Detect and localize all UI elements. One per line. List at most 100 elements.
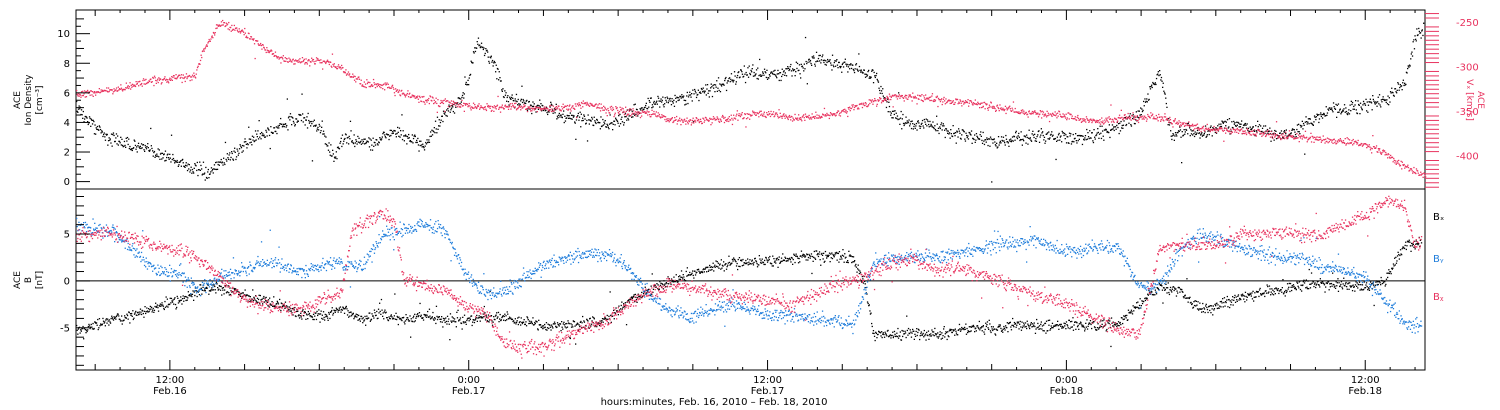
ion-density-series-point	[159, 153, 162, 155]
velocity-x-series-point	[933, 99, 935, 101]
ion-density-series-point	[81, 114, 83, 116]
ion-density-series-point	[781, 75, 783, 78]
velocity-x-series-point	[1267, 129, 1269, 131]
ion-density-series-point	[580, 113, 582, 115]
velocity-x-series-point	[1126, 117, 1129, 119]
velocity-x-series-point	[135, 81, 137, 83]
velocity-x-series-point	[382, 88, 384, 90]
bx-series-point	[82, 325, 84, 328]
velocity-x-series-point	[273, 55, 275, 57]
velocity-x-series-point	[460, 103, 462, 106]
velocity-x-series-point	[1091, 121, 1093, 124]
ion-density-series-point	[575, 138, 577, 140]
velocity-x-series-point	[510, 106, 513, 108]
velocity-x-series-point	[528, 106, 530, 109]
velocity-x-series-point	[522, 106, 524, 108]
bx-series-point	[187, 291, 189, 293]
velocity-x-series-point	[468, 102, 470, 105]
velocity-x-series-point	[1033, 111, 1035, 113]
ion-density-series-point	[378, 142, 380, 144]
velocity-x-series-point	[1134, 115, 1136, 117]
velocity-x-series-point	[721, 116, 723, 118]
velocity-x-series-point	[1074, 118, 1076, 120]
velocity-x-series-point	[904, 94, 907, 96]
ion-density-series-point	[1124, 117, 1126, 119]
bx-series-point	[272, 305, 274, 307]
ion-density-series-point	[105, 133, 107, 135]
velocity-x-series-point	[575, 105, 577, 107]
ion-density-series-point	[1087, 132, 1089, 134]
velocity-x-series-point	[664, 118, 666, 121]
ion-density-series-point	[1364, 103, 1366, 105]
ion-density-series-point	[699, 91, 701, 93]
velocity-x-series-point	[1092, 118, 1094, 120]
velocity-x-series-point	[778, 109, 780, 111]
ion-density-series-point	[486, 49, 488, 51]
velocity-x-series-point	[865, 103, 867, 105]
ion-density-series-point	[1036, 135, 1038, 138]
bx-series-point	[288, 306, 291, 308]
bx-series-point	[150, 308, 152, 310]
velocity-x-series-point	[964, 102, 966, 104]
velocity-x-series-point	[902, 97, 905, 99]
velocity-x-series-point	[708, 120, 710, 122]
velocity-x-series-point	[1141, 118, 1143, 120]
ion-density-series-point	[814, 65, 816, 67]
ion-density-series-point	[944, 136, 946, 139]
ion-density-series-point	[1168, 117, 1170, 120]
bx-series-point	[166, 305, 168, 307]
bx-series-point	[307, 318, 309, 320]
velocity-x-series-point	[923, 95, 925, 97]
velocity-x-series-point	[485, 109, 488, 112]
velocity-x-series-point	[670, 118, 672, 120]
velocity-x-series-point	[1409, 169, 1411, 172]
ion-density-series-point	[313, 125, 315, 127]
velocity-x-series-point	[240, 31, 242, 33]
ion-density-series-point	[419, 140, 421, 142]
velocity-x-series-point	[1188, 121, 1190, 123]
ion-density-series-point	[232, 158, 234, 160]
velocity-x-series-point	[1104, 119, 1106, 121]
ion-density-series-point	[911, 120, 913, 122]
velocity-x-series-point	[349, 73, 351, 75]
ion-density-series-point	[1105, 129, 1107, 131]
bx-series-point	[348, 311, 350, 314]
magnetic-field-panel: -505 ACE B [nT] Bₓ Bᵧ Bᵪ	[13, 188, 1444, 371]
ion-density-series-point	[757, 67, 759, 69]
velocity-x-series-point	[202, 50, 204, 52]
ion-density-series-point	[954, 135, 956, 137]
ion-density-series-point	[547, 113, 549, 116]
ion-density-series-point	[1171, 135, 1174, 137]
velocity-x-series-point	[1050, 113, 1052, 115]
ion-density-series-point	[1282, 137, 1284, 139]
ion-density-series-point	[271, 131, 273, 134]
ion-density-series-point	[1038, 130, 1040, 132]
velocity-x-series-point	[1384, 154, 1386, 156]
velocity-x-series-point	[1339, 138, 1341, 140]
ion-density-series-point	[993, 138, 995, 140]
ion-density-series-point	[799, 73, 801, 75]
ion-density-series-point	[452, 106, 454, 108]
velocity-x-series-point	[717, 118, 719, 121]
ion-density-series-point	[555, 103, 557, 105]
velocity-x-series-point	[93, 91, 96, 93]
ion-density-series-point	[94, 124, 96, 126]
velocity-x-series-point	[187, 76, 189, 78]
velocity-x-series-point	[645, 112, 648, 114]
bx-series-point	[210, 290, 212, 292]
ion-density-series-point	[1054, 137, 1057, 140]
ion-density-series-point	[729, 77, 731, 79]
ion-density-series-point	[209, 173, 211, 175]
ion-density-series-point	[1046, 133, 1048, 135]
velocity-x-series-point	[344, 72, 346, 74]
ion-density-series-point	[1029, 137, 1031, 139]
ion-density-series-point	[416, 141, 418, 144]
ion-density-series-point	[286, 124, 288, 127]
ion-density-series-point	[568, 115, 570, 117]
ion-density-series-point	[1032, 134, 1035, 136]
ion-density-series-point	[1024, 136, 1027, 138]
velocity-x-series-point	[380, 87, 382, 89]
bx-series-point	[203, 290, 205, 292]
velocity-x-series-point	[139, 80, 141, 82]
ion-density-series-point	[713, 84, 715, 86]
